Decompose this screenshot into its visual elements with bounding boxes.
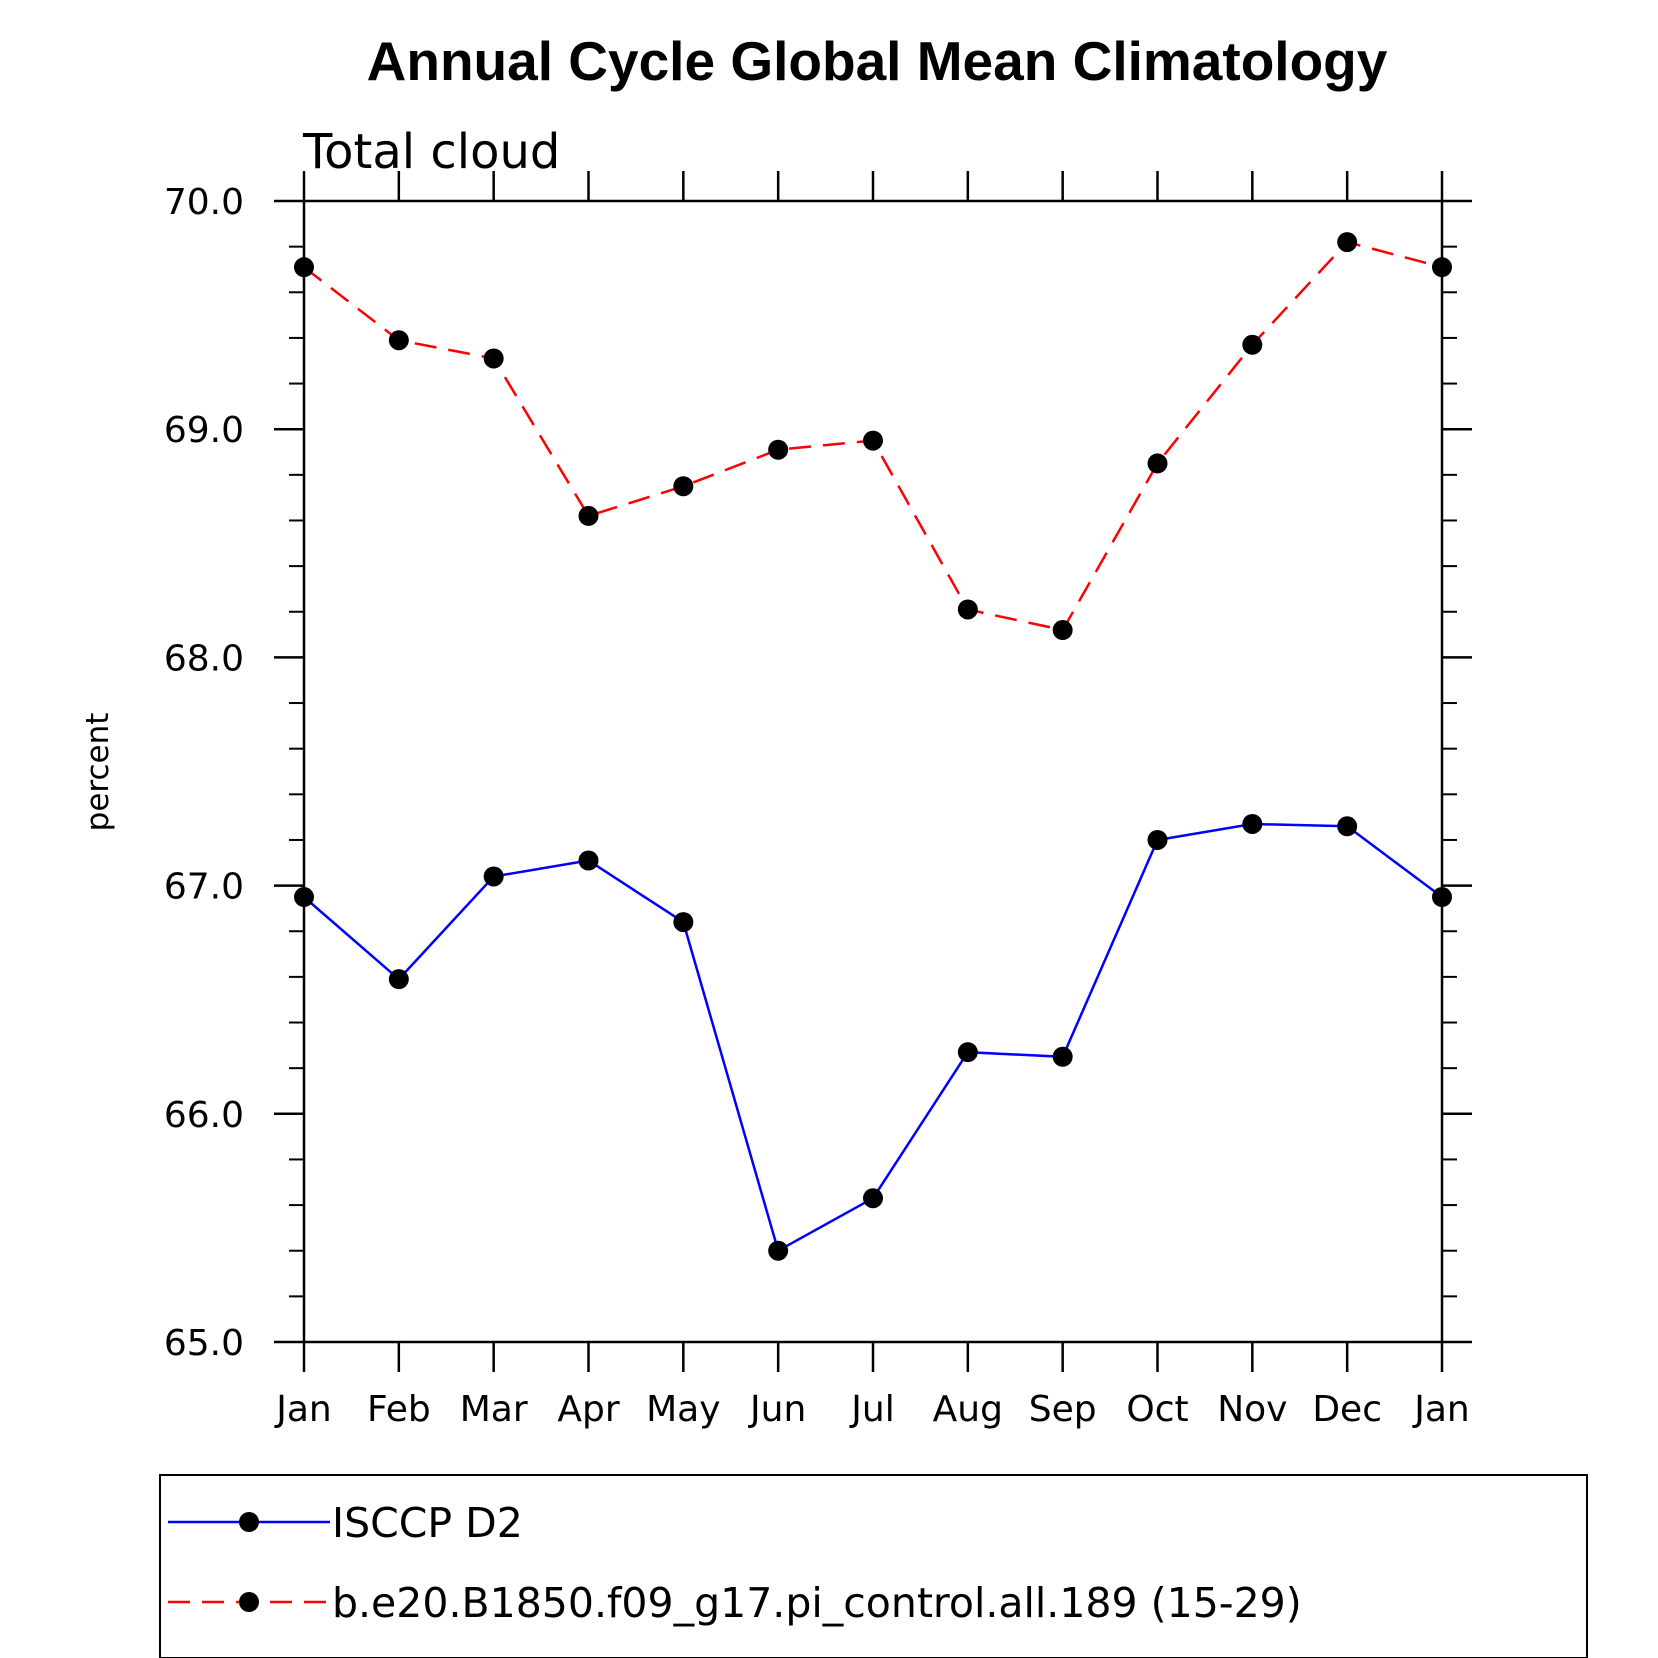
- x-tick-label-nov: Nov: [1217, 1389, 1287, 1430]
- series-isccp-d2-point-5: [768, 1240, 789, 1261]
- y-tick-label: 66.0: [164, 1095, 244, 1136]
- series-b-e20-b1850-f09-g17-pi-control-all-189-15-29-point-3: [578, 505, 599, 526]
- series-isccp-d2-point-9: [1147, 829, 1168, 850]
- series-b-e20-b1850-f09-g17-pi-control-all-189-15-29-point-7: [957, 599, 978, 620]
- series-isccp-d2-point-11: [1337, 816, 1358, 837]
- y-tick-label: 65.0: [164, 1323, 244, 1364]
- legend-marker-b-e20-b1850-f09-g17-pi-control-all-189-15-29: [239, 1592, 259, 1612]
- x-tick-label-sep: Sep: [1029, 1389, 1097, 1430]
- legend: ISCCP D2 b.e20.B1850.f09_g17.pi_control.a…: [159, 1474, 1588, 1658]
- legend-label-isccp-d2: ISCCP D2: [332, 1499, 523, 1547]
- series-b-e20-b1850-f09-g17-pi-control-all-189-15-29-point-6: [863, 430, 883, 451]
- chart-title: Annual Cycle Global Mean Climatology: [367, 30, 1388, 92]
- legend-box: [159, 1474, 1588, 1658]
- x-tick-label-may: May: [646, 1389, 720, 1430]
- series-b-e20-b1850-f09-g17-pi-control-all-189-15-29-point-10: [1242, 334, 1263, 355]
- axes: 65.0 66.0 67.0 68.0 69.0 70.0 Jan Feb Mar Apr May J…: [164, 171, 1472, 1430]
- chart-subtitle: Total cloud: [302, 124, 560, 180]
- series-isccp-d2-point-4: [673, 912, 694, 933]
- plot-area: [294, 232, 1452, 1261]
- y-tick-label: 70.0: [164, 182, 244, 223]
- series-b-e20-b1850-f09-g17-pi-control-all-189-15-29-point-11: [1337, 232, 1358, 253]
- x-tick-label-oct: Oct: [1126, 1389, 1188, 1430]
- y-tick-label: 69.0: [164, 410, 244, 451]
- series-b-e20-b1850-f09-g17-pi-control-all-189-15-29-point-8: [1052, 620, 1073, 641]
- x-tick-label-dec: Dec: [1312, 1389, 1382, 1430]
- series-isccp-d2-point-2: [483, 866, 504, 887]
- series-isccp-d2-point-8: [1052, 1046, 1073, 1067]
- y-axis-label: percent: [80, 713, 116, 832]
- x-tick-label-jun: Jun: [748, 1389, 806, 1430]
- y-tick-label: 67.0: [164, 867, 244, 908]
- series-isccp-d2-point-7: [957, 1042, 978, 1063]
- series-isccp-d2-point-6: [863, 1188, 883, 1209]
- series-isccp-d2-point-3: [578, 850, 599, 871]
- series-b-e20-b1850-f09-g17-pi-control-all-189-15-29-point-9: [1147, 453, 1168, 474]
- series-b-e20-b1850-f09-g17-pi-control-all-189-15-29-point-2: [483, 348, 504, 369]
- series-b-e20-b1850-f09-g17-pi-control-all-189-15-29-point-1: [388, 330, 409, 351]
- x-tick-label-apr: Apr: [557, 1389, 619, 1430]
- series-b-e20-b1850-f09-g17-pi-control-all-189-15-29-point-4: [673, 476, 694, 497]
- x-tick-label-jan: Jan: [274, 1389, 332, 1430]
- x-tick-label-jan: Jan: [1412, 1389, 1470, 1430]
- series-isccp-d2-point-1: [388, 969, 409, 990]
- x-tick-label-mar: Mar: [460, 1389, 528, 1430]
- series-b-e20-b1850-f09-g17-pi-control-all-189-15-29-point-5: [768, 439, 789, 460]
- x-tick-label-feb: Feb: [367, 1389, 431, 1430]
- x-tick-label-jul: Jul: [849, 1389, 894, 1430]
- legend-marker-isccp-d2: [239, 1512, 259, 1532]
- legend-label-b-e20-b1850-f09-g17-pi-control-all-189-15-29: b.e20.B1850.f09_g17.pi_control.all.189 (…: [332, 1579, 1302, 1627]
- x-tick-label-aug: Aug: [933, 1389, 1003, 1430]
- series-isccp-d2-point-10: [1242, 813, 1263, 834]
- y-tick-label: 68.0: [164, 638, 244, 679]
